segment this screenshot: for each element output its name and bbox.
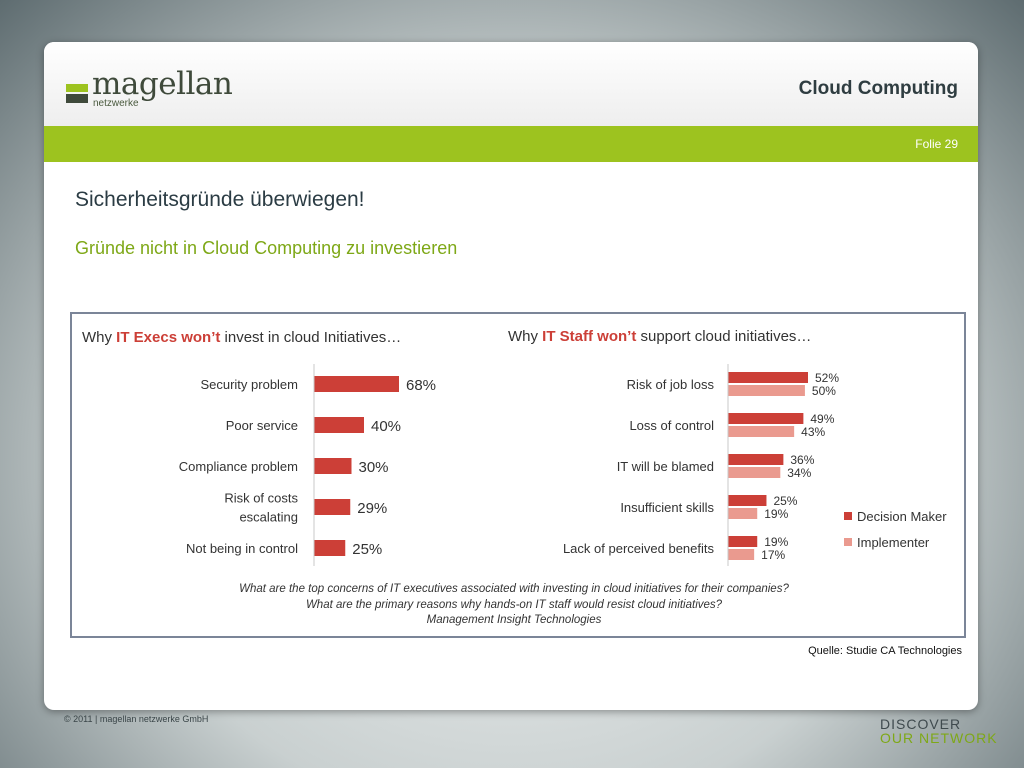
bar-exec-label-0: 68% [406, 377, 436, 394]
category-staff-1: Loss of control [629, 418, 714, 433]
bar-decision-label-1: 49% [810, 412, 834, 426]
magellan-logo: magellan netzwerke [66, 66, 236, 112]
category-exec-4-0: Not being in control [186, 541, 298, 556]
category-staff-2: IT will be blamed [617, 459, 714, 474]
logo-text: magellan [92, 66, 233, 102]
category-staff-0: Risk of job loss [627, 377, 715, 392]
bar-decision-label-2: 36% [790, 453, 814, 467]
chart-caption-0: What are the top concerns of IT executiv… [239, 583, 789, 595]
category-staff-3: Insufficient skills [620, 500, 714, 515]
bar-exec-3 [314, 499, 351, 515]
copyright: © 2011 | magellan netzwerke GmbH [64, 714, 209, 724]
page-title: Sicherheitsgründe überwiegen! [75, 188, 365, 211]
category-exec-2-0: Compliance problem [179, 459, 298, 474]
bar-implementer-0 [728, 385, 805, 396]
chart-svg: Why IT Execs won’t invest in cloud Initi… [82, 328, 947, 626]
chart-caption-2: Management Insight Technologies [427, 614, 602, 626]
category-exec-1-0: Poor service [226, 418, 298, 433]
logo-mark-icon [66, 84, 88, 103]
tagline-line-1: DISCOVER [880, 716, 962, 732]
page-subtitle: Gründe nicht in Cloud Computing zu inves… [75, 238, 458, 258]
legend-swatch-implementer [844, 538, 852, 546]
bar-decision-1 [728, 413, 804, 424]
bar-decision-3 [728, 495, 767, 506]
bar-exec-label-4: 25% [352, 541, 382, 558]
category-exec-3-0: Risk of costs [224, 491, 298, 506]
chart-caption-1: What are the primary reasons why hands-o… [306, 599, 723, 611]
bar-implementer-label-0: 50% [812, 384, 836, 398]
chart-figure: Why IT Execs won’t invest in cloud Initi… [70, 312, 966, 638]
source-note: Quelle: Studie CA Technologies [808, 645, 962, 657]
bar-decision-label-3: 25% [773, 494, 797, 508]
legend-label-decision: Decision Maker [857, 509, 947, 524]
bar-implementer-2 [728, 467, 781, 478]
bar-exec-4 [314, 540, 346, 556]
bar-implementer-label-1: 43% [801, 425, 825, 439]
bar-exec-label-2: 30% [359, 459, 389, 476]
legend-swatch-decision [844, 512, 852, 520]
bar-decision-4 [728, 536, 758, 547]
category-staff-4: Lack of perceived benefits [563, 541, 715, 556]
category-exec-0-0: Security problem [200, 377, 298, 392]
bar-implementer-3 [728, 508, 758, 519]
bar-exec-0 [314, 376, 399, 392]
slide-number: Folie 29 [915, 137, 958, 151]
bar-implementer-4 [728, 549, 755, 560]
tagline-line-2: OUR NETWORK [880, 730, 998, 746]
slide: magellan netzwerke Cloud Computing Folie… [44, 42, 978, 710]
chart-left-title: Why IT Execs won’t invest in cloud Initi… [82, 329, 401, 346]
tagline: DISCOVER OUR NETWORK [880, 717, 998, 745]
chart-right-title: Why IT Staff won’t support cloud initiat… [508, 328, 811, 345]
logo-subtext: netzwerke [93, 98, 139, 109]
bar-decision-label-4: 19% [764, 535, 788, 549]
bar-implementer-label-4: 17% [761, 548, 785, 562]
category-exec-3-1: escalating [239, 510, 298, 525]
green-banner: Folie 29 [44, 126, 978, 162]
bar-decision-2 [728, 454, 784, 465]
bar-decision-0 [728, 372, 808, 383]
header-title: Cloud Computing [798, 78, 958, 99]
bar-exec-label-3: 29% [357, 500, 387, 517]
bar-exec-2 [314, 458, 352, 474]
bar-decision-label-0: 52% [815, 371, 839, 385]
legend-label-implementer: Implementer [857, 535, 930, 550]
bar-implementer-label-3: 19% [764, 507, 788, 521]
slide-header: magellan netzwerke Cloud Computing [44, 42, 978, 126]
bar-exec-label-1: 40% [371, 418, 401, 435]
bar-implementer-1 [728, 426, 795, 437]
bar-implementer-label-2: 34% [787, 466, 811, 480]
bar-exec-1 [314, 417, 364, 433]
